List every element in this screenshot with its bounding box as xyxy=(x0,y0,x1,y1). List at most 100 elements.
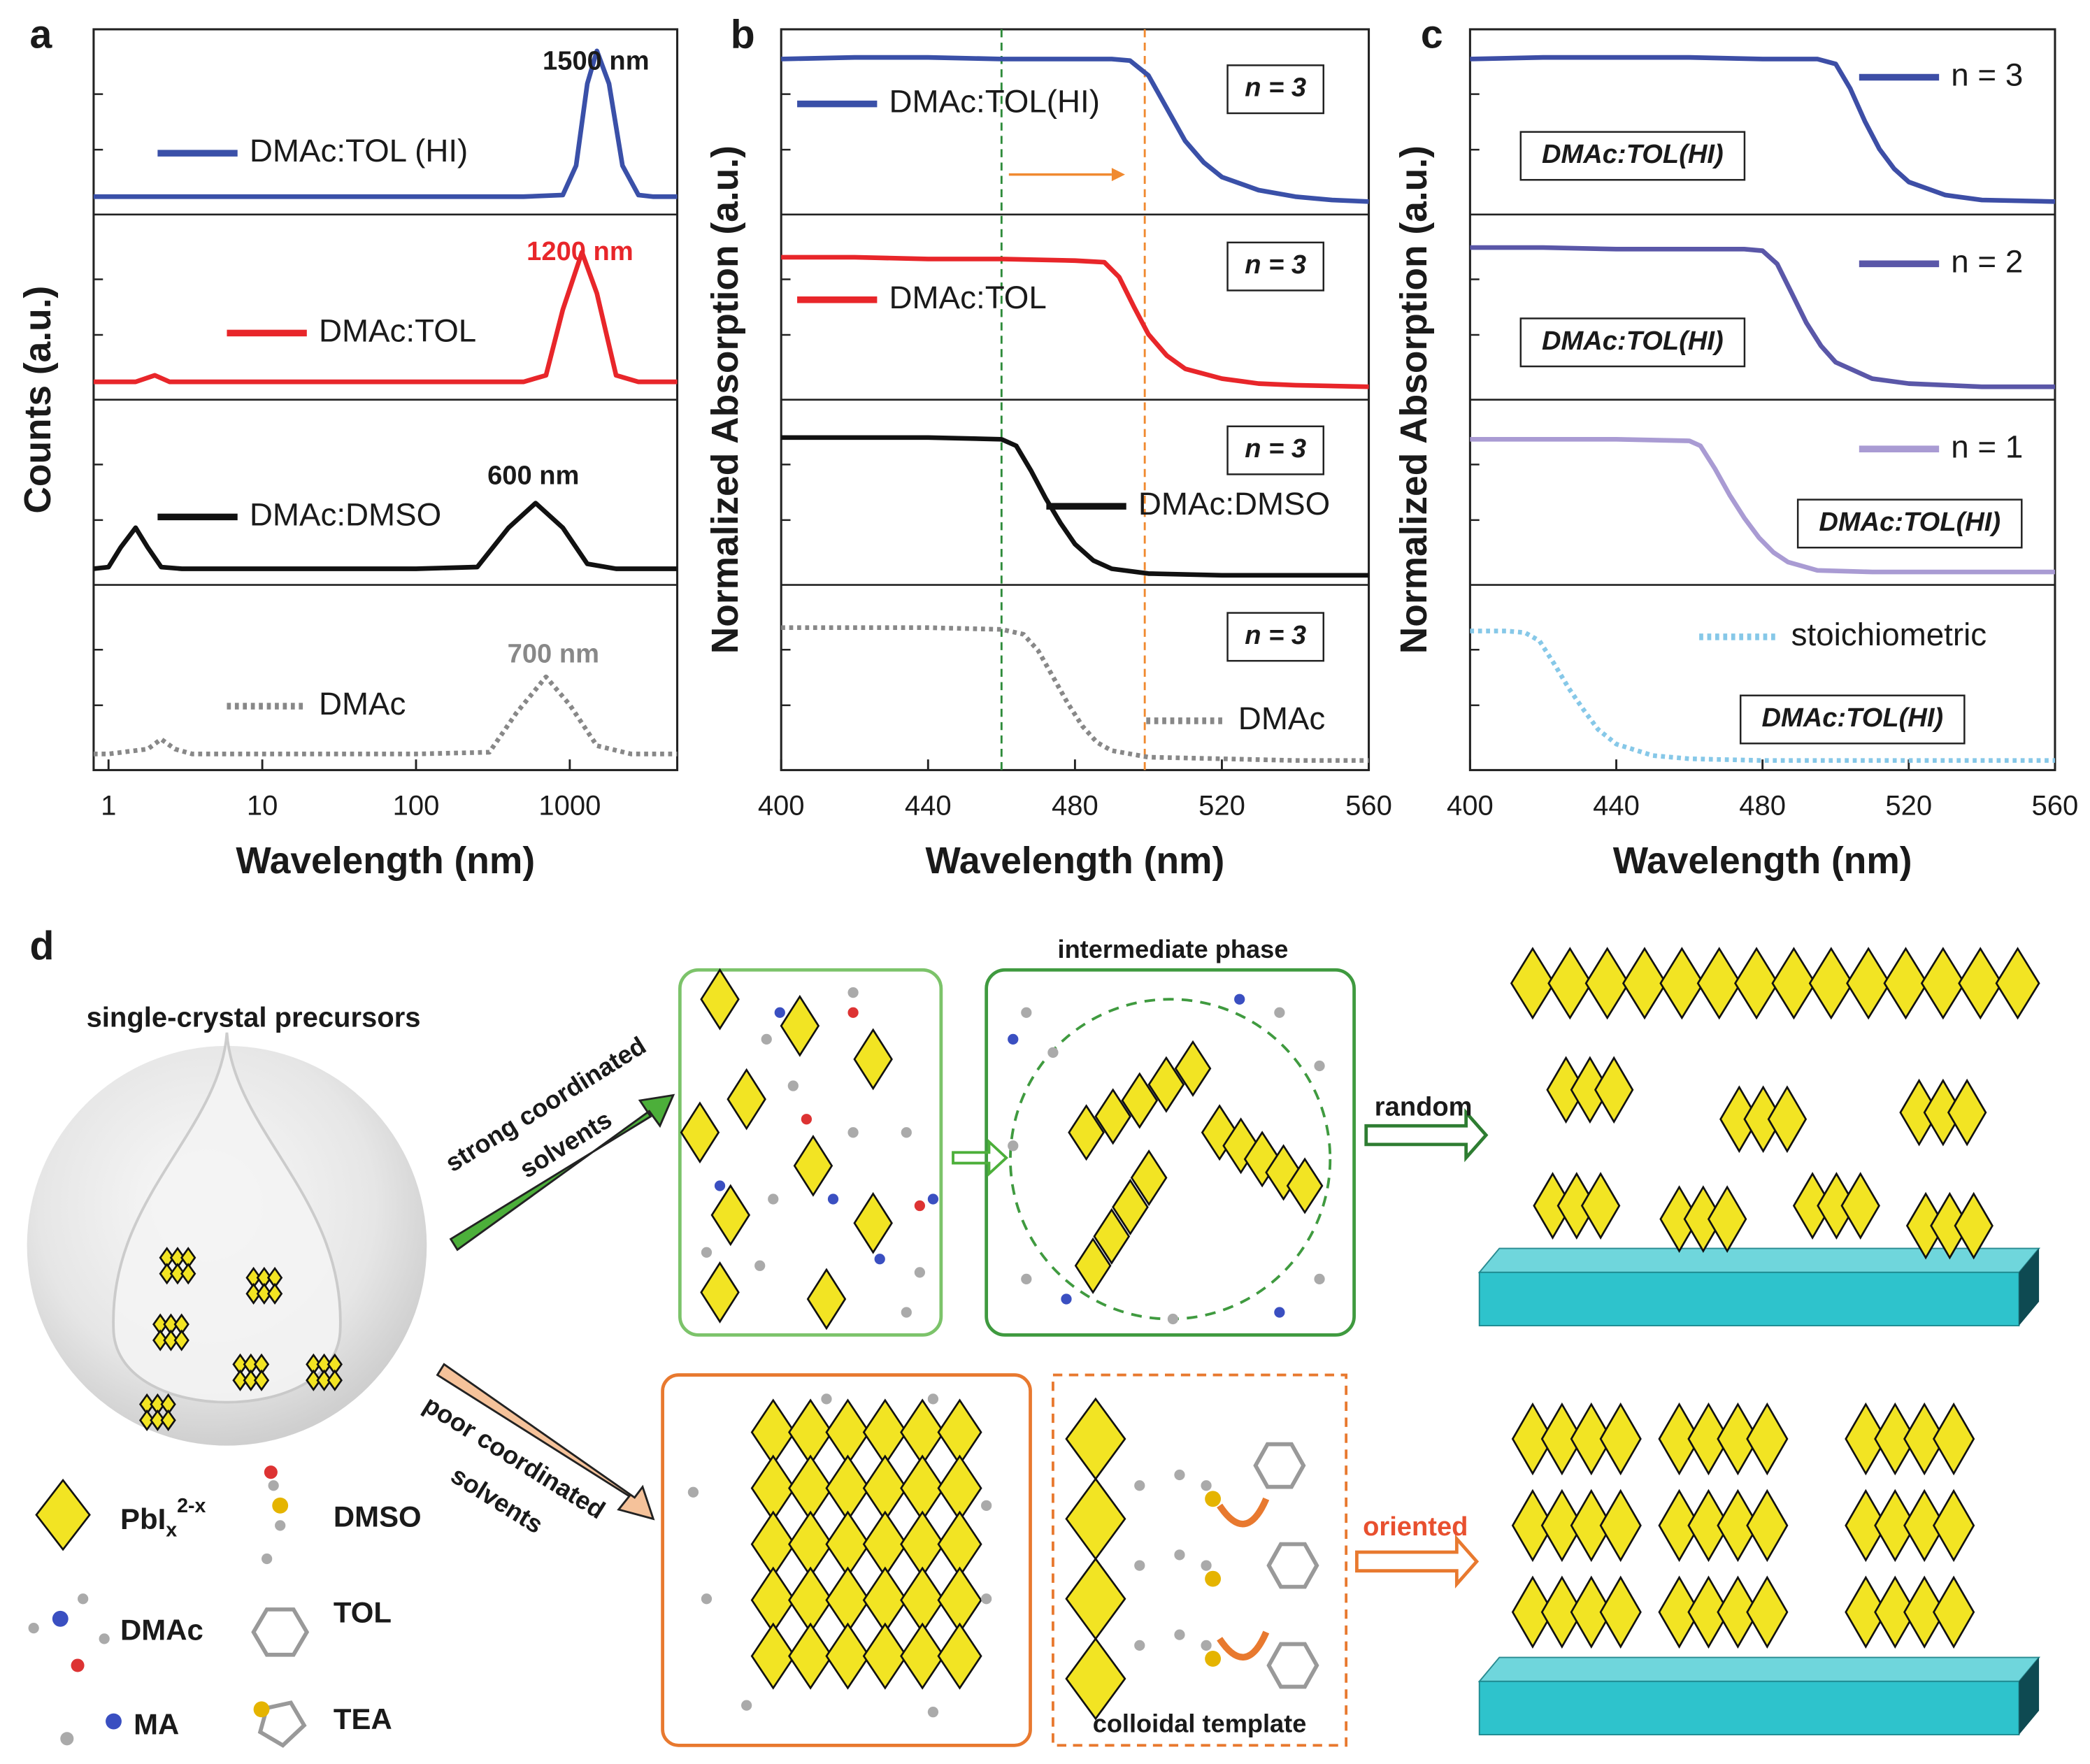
film-octahedron xyxy=(1540,1402,1583,1476)
atom xyxy=(774,1007,785,1018)
series-line xyxy=(1470,245,2055,389)
poor-arrow xyxy=(436,1363,655,1521)
film-octahedron xyxy=(1658,1489,1701,1563)
film-octahedron xyxy=(1845,1489,1887,1563)
octahedron xyxy=(780,994,820,1057)
x-tick-label: 560 xyxy=(1345,790,1392,821)
film-octahedron xyxy=(1717,1575,1759,1649)
atom xyxy=(1134,1560,1145,1571)
film-octahedron xyxy=(1903,1489,1946,1563)
atom xyxy=(1021,1273,1032,1284)
peak-annotation: 1200 nm xyxy=(527,237,634,266)
octahedron xyxy=(1093,1207,1131,1265)
octahedron xyxy=(793,1134,833,1197)
film-octahedron xyxy=(1947,1078,1987,1147)
atom xyxy=(821,1393,832,1405)
atom xyxy=(1134,1480,1145,1491)
atom xyxy=(1274,1307,1285,1318)
octahedron xyxy=(862,1622,908,1690)
film-octahedron xyxy=(1734,947,1780,1020)
film-octahedron xyxy=(1874,1402,1917,1476)
legend-label-sup: 2-x xyxy=(177,1495,206,1517)
film-octahedron xyxy=(1599,1575,1642,1649)
atom xyxy=(1008,1140,1019,1152)
legend-label: DMAc xyxy=(1238,701,1325,736)
film-octahedron xyxy=(1920,947,1966,1020)
series-line xyxy=(93,250,678,385)
crystal-cluster xyxy=(152,1329,169,1351)
x-tick-label: 1000 xyxy=(538,790,601,821)
substrate-top xyxy=(1477,1656,2041,1682)
crystal-cluster xyxy=(159,1263,175,1285)
atom xyxy=(1201,1560,1212,1571)
crystal-cluster xyxy=(256,1282,272,1305)
atom xyxy=(71,1658,85,1672)
atom xyxy=(927,1393,939,1405)
atom xyxy=(1314,1273,1325,1284)
atom xyxy=(701,1593,713,1605)
panel-letter: c xyxy=(1421,12,1443,57)
strong-arrow xyxy=(449,1093,675,1252)
film-octahedron xyxy=(1687,1575,1730,1649)
legend-label: DMAc:TOL xyxy=(889,280,1047,315)
atom xyxy=(1047,1047,1059,1059)
box-label: n = 3 xyxy=(1245,621,1306,650)
panel-letter: b xyxy=(731,12,755,57)
legend-label: DMAc:TOL (HI) xyxy=(250,133,468,168)
rotation-arrow xyxy=(1217,1630,1270,1661)
legend-toluene xyxy=(251,1607,310,1657)
atom xyxy=(253,1701,270,1718)
atom xyxy=(1234,994,1245,1005)
atom xyxy=(52,1610,69,1627)
film-octahedron xyxy=(1932,1489,1975,1563)
series-line xyxy=(93,501,678,571)
x-axis-label: Wavelength (nm) xyxy=(926,840,1225,882)
arrow-head xyxy=(1111,168,1125,182)
octahedron xyxy=(1068,1104,1105,1161)
atom xyxy=(272,1497,289,1514)
film-octahedron xyxy=(1874,1489,1917,1563)
film-octahedron xyxy=(1717,1402,1759,1476)
toluene xyxy=(1253,1442,1306,1489)
octahedron xyxy=(1112,1178,1149,1236)
atom xyxy=(1167,1313,1179,1325)
film-octahedron xyxy=(1845,1575,1887,1649)
panel-letter: d xyxy=(29,924,54,968)
atom xyxy=(927,1193,939,1205)
box-label: DMAc:TOL(HI) xyxy=(1819,508,2000,537)
peak-annotation: 700 nm xyxy=(508,640,599,669)
atom xyxy=(901,1127,912,1138)
legend-label-main: PbI xyxy=(120,1503,166,1535)
solution-box xyxy=(985,968,1356,1337)
film-octahedron xyxy=(1995,947,2040,1020)
film-octahedron xyxy=(1746,1402,1789,1476)
film-octahedron xyxy=(1696,947,1742,1020)
atom xyxy=(28,1623,39,1634)
crystal-cluster xyxy=(180,1263,196,1285)
film-octahedron xyxy=(1874,1575,1917,1649)
droplet xyxy=(112,1032,342,1404)
series-line xyxy=(781,254,1369,389)
atom xyxy=(701,1247,713,1258)
legend-label: n = 1 xyxy=(1951,429,2023,464)
octahedron xyxy=(700,968,740,1031)
atom xyxy=(60,1732,74,1746)
film-octahedron xyxy=(1845,1402,1887,1476)
film-octahedron xyxy=(1958,947,2003,1020)
x-tick-label: 400 xyxy=(758,790,805,821)
film-octahedron xyxy=(1511,1489,1554,1563)
atom xyxy=(1205,1570,1222,1587)
box-label: n = 3 xyxy=(1245,250,1306,280)
label-box xyxy=(1519,131,1746,181)
film-octahedron xyxy=(1599,1489,1642,1563)
series-line xyxy=(781,625,1369,763)
rotation-arrow xyxy=(1217,1497,1270,1528)
film-octahedron xyxy=(1547,947,1593,1020)
legend-label: TOL xyxy=(334,1596,392,1629)
atom xyxy=(1021,1007,1032,1018)
atom xyxy=(827,1193,839,1205)
atom xyxy=(754,1260,766,1271)
random-arrow xyxy=(1364,1107,1489,1163)
crystal-cluster xyxy=(316,1369,332,1391)
